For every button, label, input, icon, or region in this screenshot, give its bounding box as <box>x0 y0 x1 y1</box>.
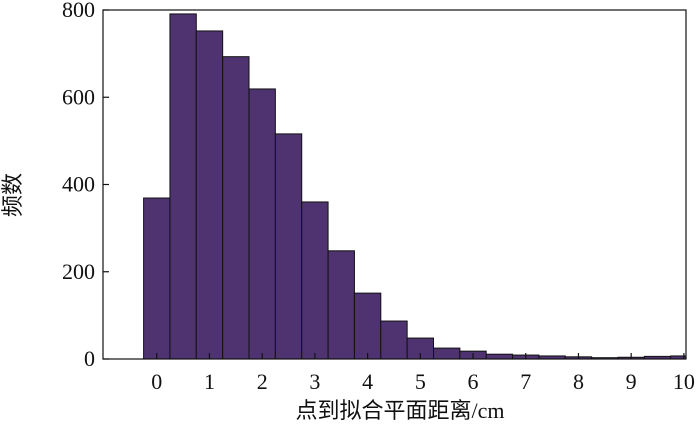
bar <box>143 197 171 359</box>
bar <box>222 56 250 359</box>
x-tick-label: 8 <box>573 369 584 394</box>
bar <box>485 353 514 359</box>
y-tick-label: 600 <box>62 84 95 109</box>
y-tick-label: 400 <box>62 172 95 197</box>
y-axis-label: 频数 <box>0 173 25 217</box>
x-tick-label: 1 <box>204 369 215 394</box>
bars <box>143 13 686 359</box>
x-axis-label: 点到拟合平面距离/cm <box>296 398 505 423</box>
y-tick-label: 200 <box>62 259 95 284</box>
bar <box>327 250 355 359</box>
y-tick-label: 800 <box>62 0 95 22</box>
bar <box>353 292 382 359</box>
x-tick-label: 0 <box>151 369 162 394</box>
x-tick-label: 3 <box>309 369 320 394</box>
x-tick-label: 10 <box>673 369 695 394</box>
bar <box>248 88 276 359</box>
y-tick-label: 0 <box>84 346 95 371</box>
x-tick-label: 9 <box>626 369 637 394</box>
bar <box>380 320 408 359</box>
bar <box>274 133 303 359</box>
bar <box>195 30 224 359</box>
bar <box>169 13 197 359</box>
bar <box>433 347 461 359</box>
x-tick-label: 7 <box>520 369 531 394</box>
x-tick-label: 4 <box>362 369 373 394</box>
x-tick-label: 2 <box>257 369 268 394</box>
bar <box>301 201 329 359</box>
x-tick-label: 6 <box>468 369 479 394</box>
x-tick-label: 5 <box>415 369 426 394</box>
